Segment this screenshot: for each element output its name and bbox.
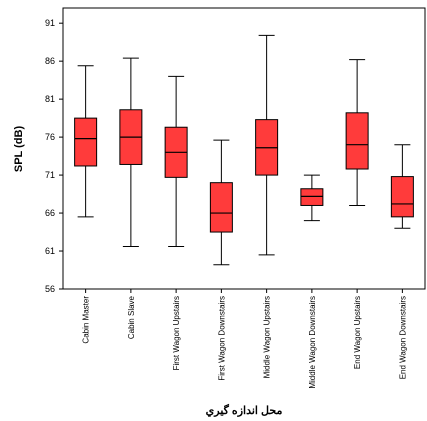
x-tick-label: First Wagon Upstairs xyxy=(172,296,181,370)
box-6 xyxy=(300,174,324,222)
iqr-box xyxy=(345,112,369,170)
box-4 xyxy=(209,139,233,266)
x-tick-label: End Wagon Downstairs xyxy=(398,296,407,379)
y-tick-label: 56 xyxy=(45,284,55,294)
y-tick-label: 91 xyxy=(45,18,55,28)
x-tick-label: End Wagon Upstairs xyxy=(353,296,362,369)
y-tick-label: 66 xyxy=(45,208,55,218)
x-axis: Cabin Master Cabin Slave First Wagon Upsta… xyxy=(82,289,407,389)
box-5 xyxy=(255,34,279,256)
y-axis: 56 61 66 71 76 81 86 91 xyxy=(45,18,63,294)
iqr-box xyxy=(74,117,98,167)
iqr-box xyxy=(209,182,233,233)
y-tick-label: 76 xyxy=(45,132,55,142)
box-1 xyxy=(74,65,98,218)
iqr-box xyxy=(300,188,324,206)
y-tick-label: 86 xyxy=(45,56,55,66)
y-axis-title: SPL (dB) xyxy=(13,126,25,173)
x-axis-title: محل اندازه گيري xyxy=(206,403,283,418)
box-3 xyxy=(164,75,188,247)
x-tick-label: Cabin Master xyxy=(82,296,91,344)
x-tick-label: Cabin Slave xyxy=(127,295,136,339)
iqr-box xyxy=(390,176,414,218)
x-tick-label: Middle Wagon Upstairs xyxy=(263,296,272,378)
plot-area xyxy=(62,7,426,290)
x-tick-label: Middle Wagon Downstairs xyxy=(308,296,317,389)
boxes-group xyxy=(74,34,414,266)
y-tick-label: 61 xyxy=(45,246,55,256)
y-tick-label: 81 xyxy=(45,94,55,104)
x-tick-label: First Wagon Downstairs xyxy=(217,296,226,381)
y-tick-label: 71 xyxy=(45,170,55,180)
box-8 xyxy=(390,144,414,229)
box-2 xyxy=(119,57,143,247)
box-7 xyxy=(345,59,369,206)
